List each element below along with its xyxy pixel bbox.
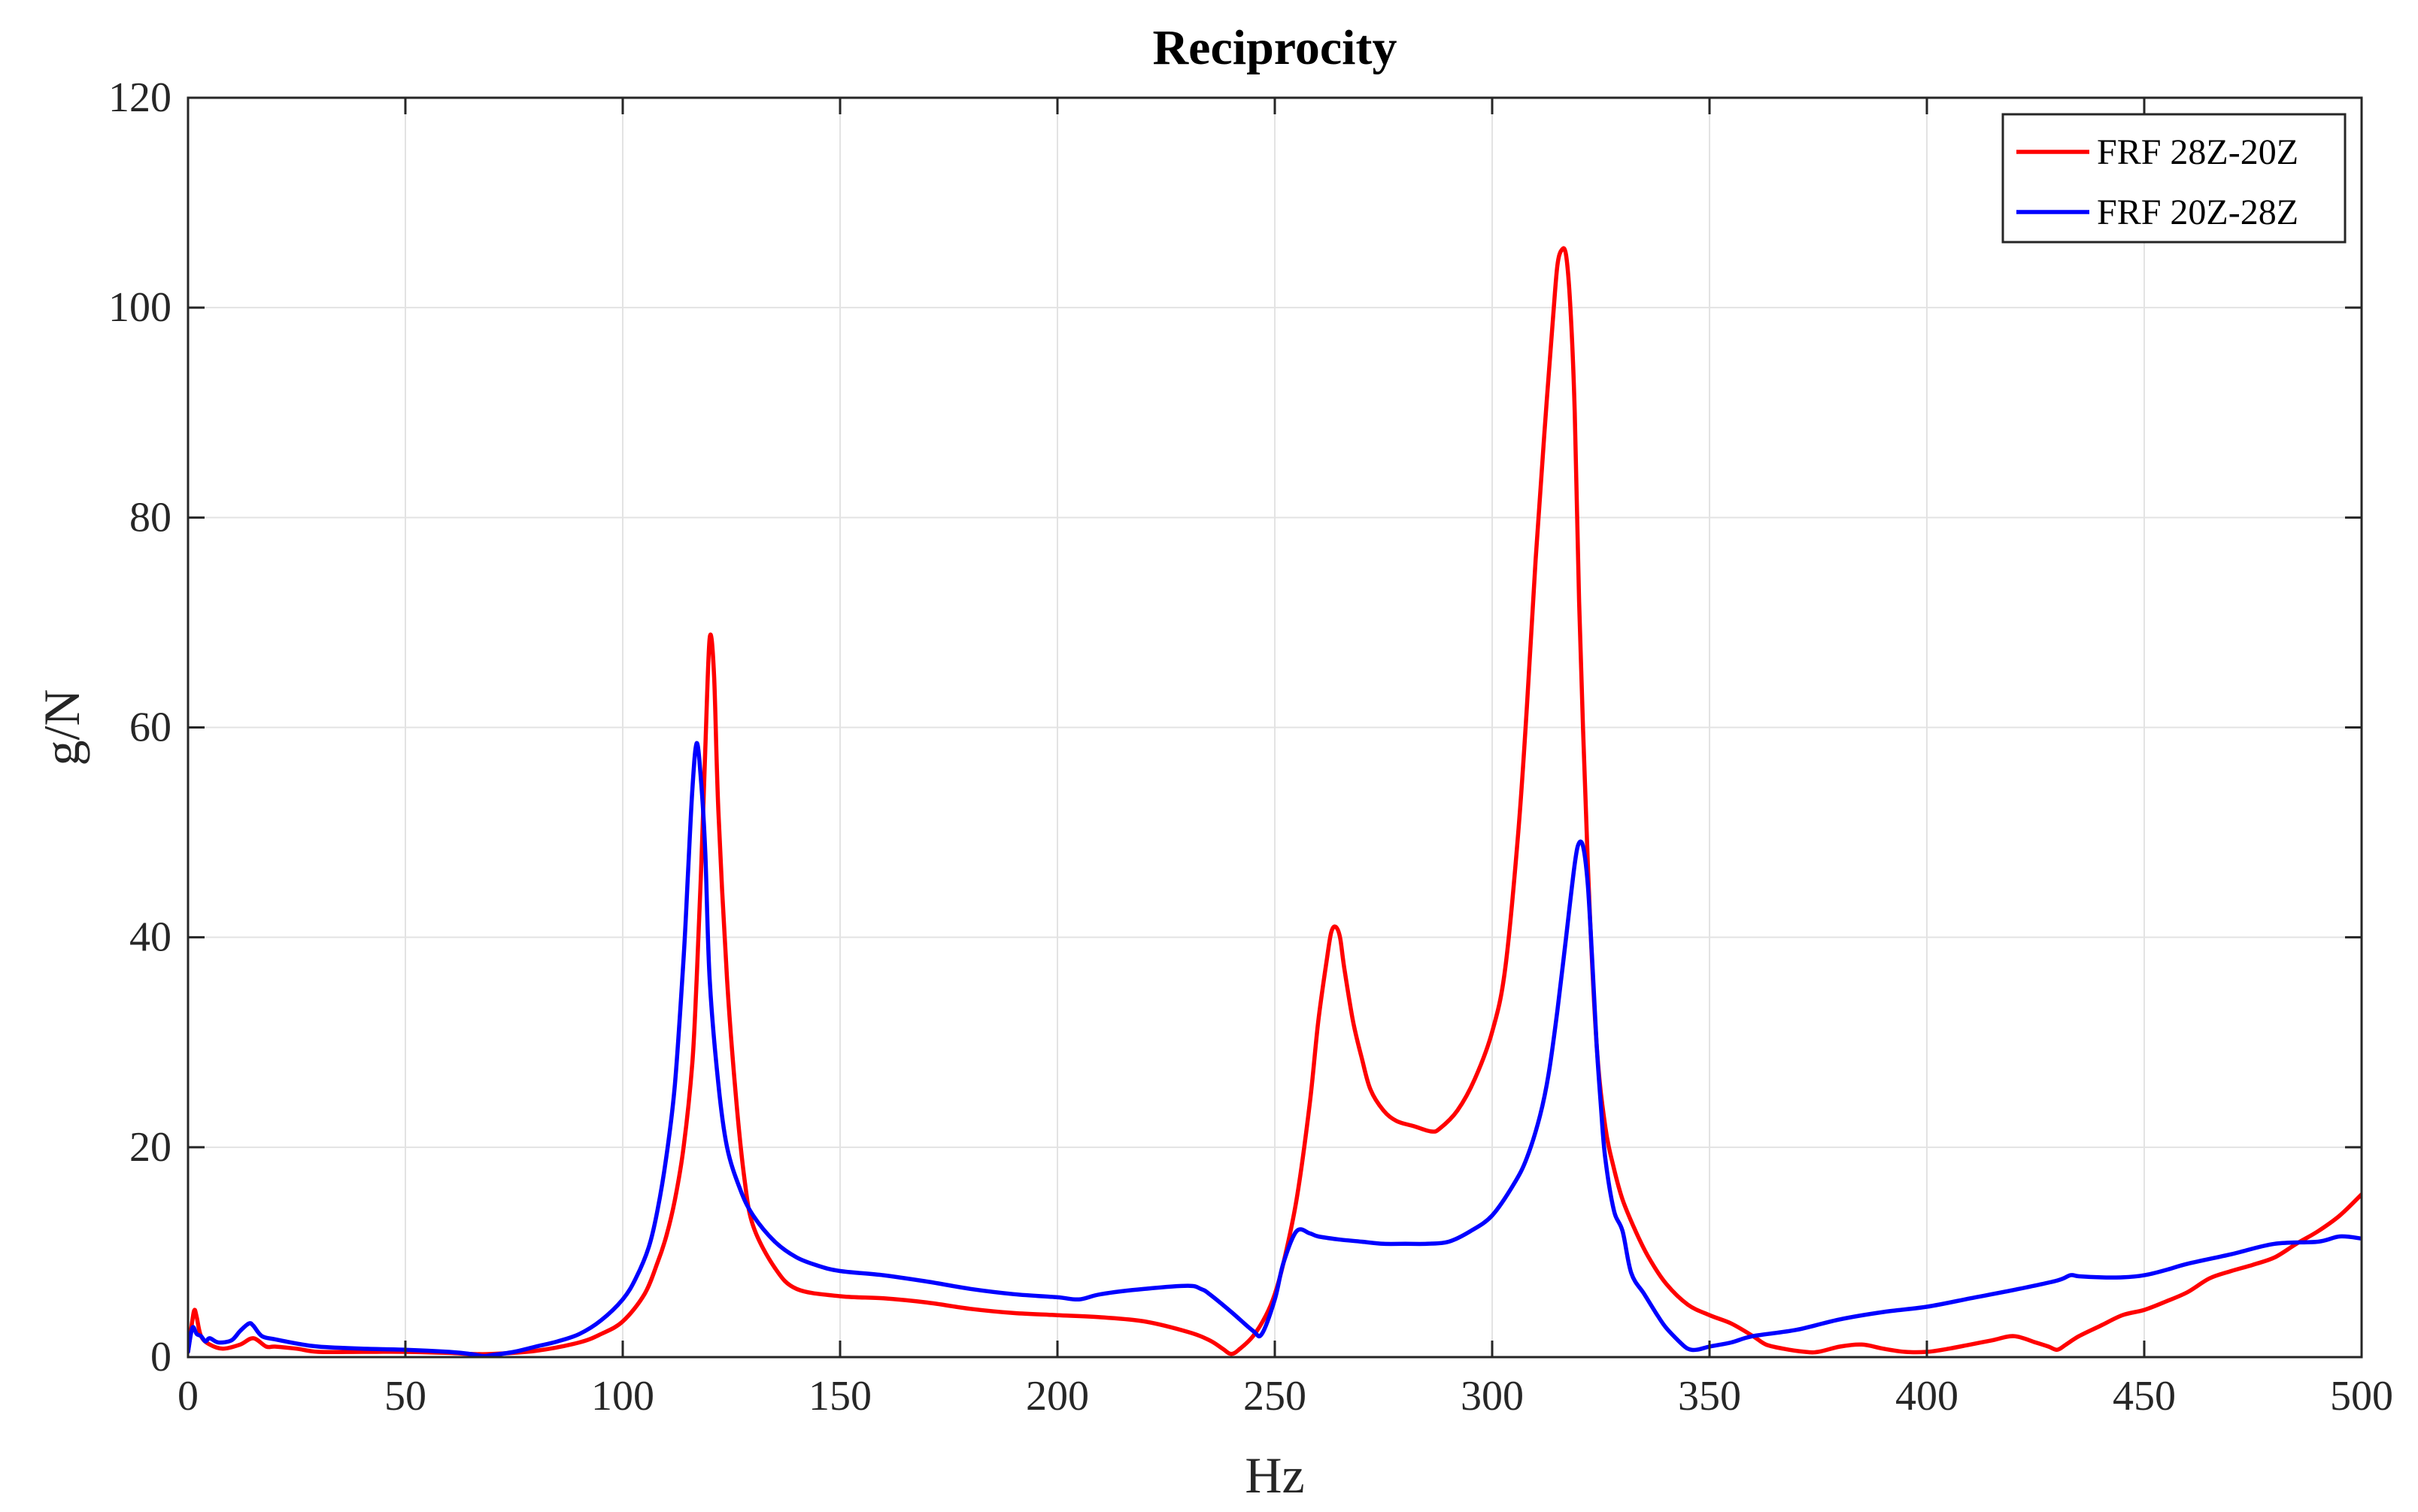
y-tick-label: 100 [108, 284, 171, 331]
x-tick-label: 150 [809, 1373, 872, 1420]
x-tick-label: 100 [591, 1373, 654, 1420]
plot-area [188, 246, 2362, 1357]
x-tick-label: 200 [1026, 1373, 1089, 1420]
x-tick-label: 0 [177, 1373, 199, 1420]
legend-label: FRF 28Z-20Z [2097, 132, 2298, 172]
y-tick-label: 40 [129, 914, 171, 961]
axis-ticks [187, 96, 2363, 1359]
legend-box [2001, 113, 2347, 244]
y-tick-label: 120 [108, 74, 171, 121]
x-axis-label: Hz [1245, 1447, 1304, 1504]
x-tick-label: 50 [384, 1373, 426, 1420]
y-tick-label: 0 [150, 1334, 171, 1380]
series-line-1 [188, 246, 2362, 1356]
x-tick-labels: 0 50 100 150 200 250 300 350 400 450 500 [177, 1373, 2393, 1420]
x-tick-label: 300 [1461, 1373, 1524, 1420]
legend: FRF 28Z-20Z FRF 20Z-28Z [2001, 113, 2347, 244]
x-tick-label: 250 [1243, 1373, 1306, 1420]
y-tick-label: 60 [129, 704, 171, 751]
grid-lines [188, 98, 2362, 1357]
y-tick-label: 20 [129, 1124, 171, 1171]
x-tick-label: 450 [2113, 1373, 2176, 1420]
x-tick-label: 400 [1895, 1373, 1958, 1420]
x-tick-label: 350 [1678, 1373, 1741, 1420]
y-axis-label: g/N [33, 689, 90, 766]
chart-title: Reciprocity [1152, 20, 1397, 75]
y-tick-labels: 0 20 40 60 80 100 120 [108, 74, 171, 1380]
series-lines [188, 246, 2362, 1357]
legend-item: FRF 28Z-20Z [2016, 132, 2298, 172]
y-tick-label: 80 [129, 494, 171, 541]
x-tick-label: 500 [2330, 1373, 2393, 1420]
series-line-2 [188, 741, 2362, 1357]
legend-label: FRF 20Z-28Z [2097, 192, 2298, 232]
legend-item: FRF 20Z-28Z [2016, 192, 2298, 232]
